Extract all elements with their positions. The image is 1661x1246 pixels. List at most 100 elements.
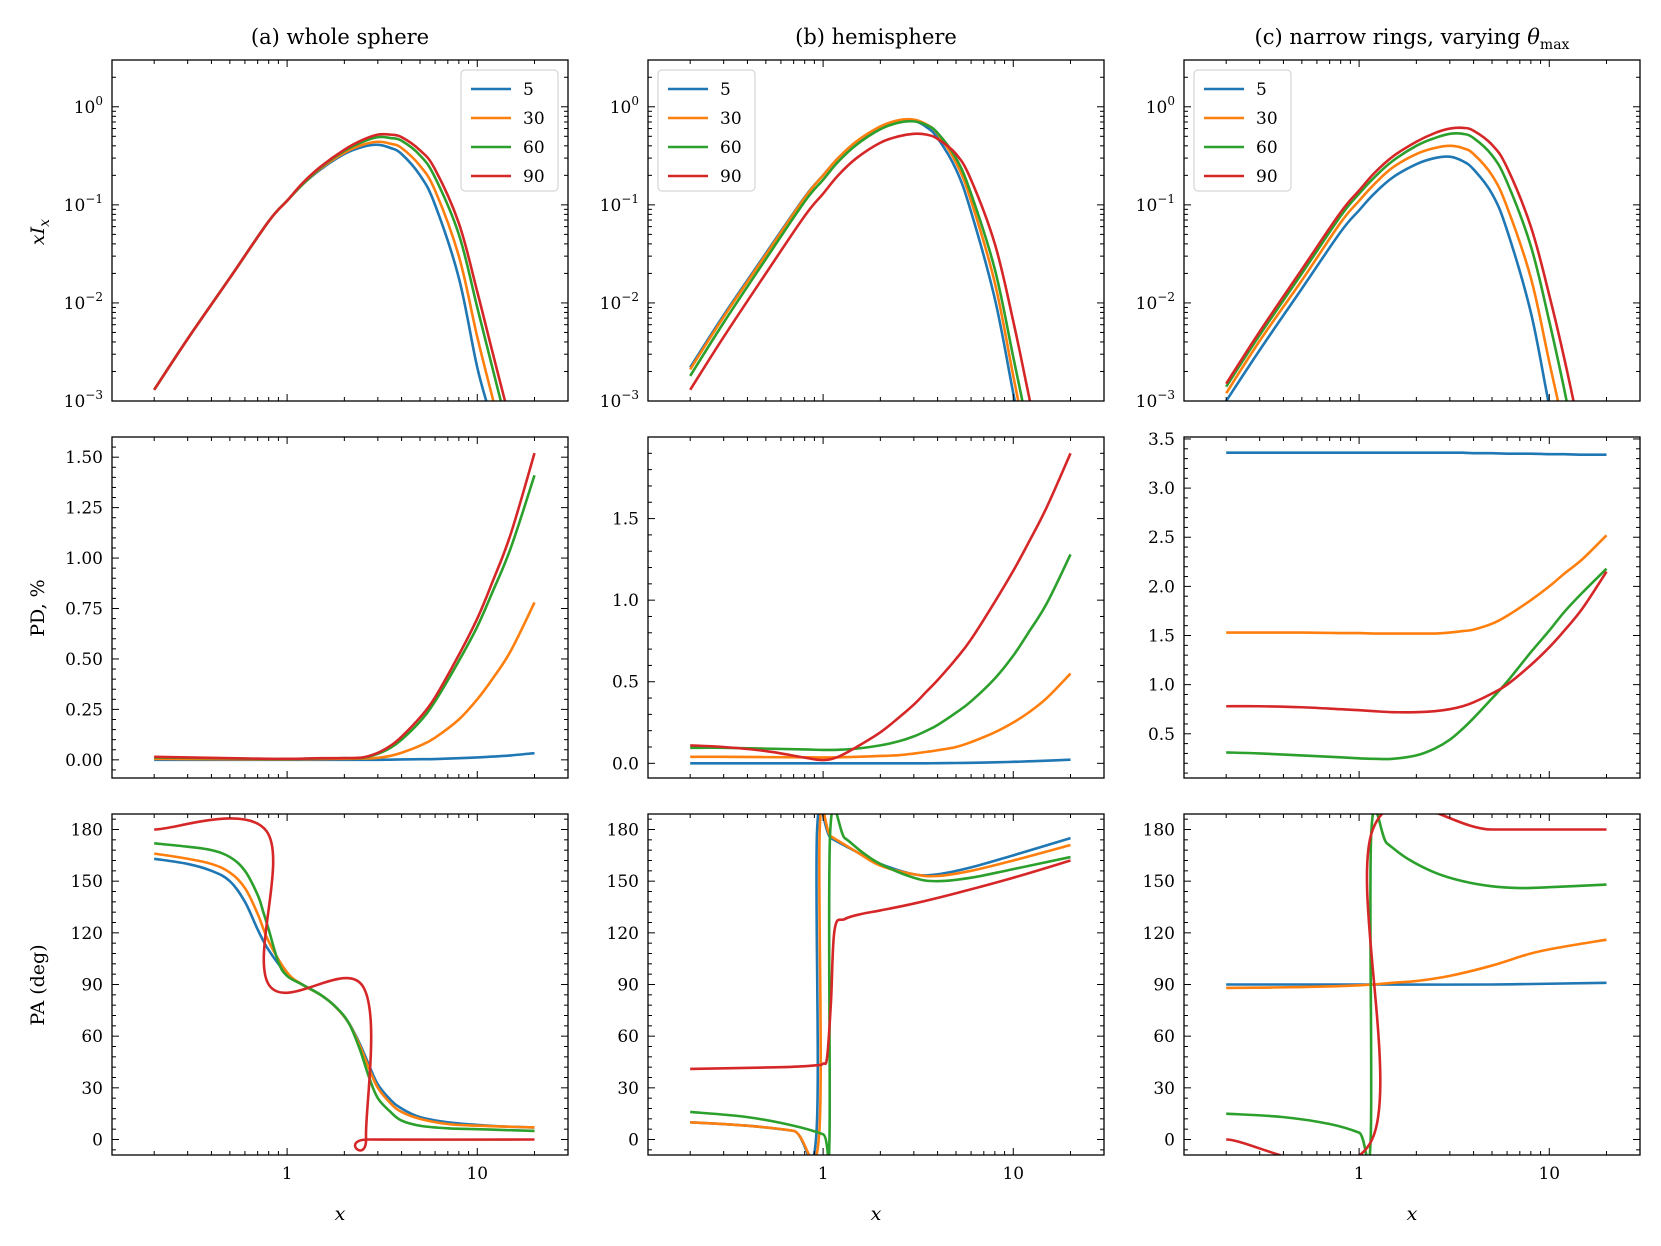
panel-pa-c-ytick-label-120: 120: [1143, 924, 1175, 944]
panel-pa-a-yticks: [112, 818, 568, 1151]
panel-spectrum-a-frame: [111, 59, 569, 402]
panel-pd-c: 0.5 1.0 1.5 2.0 2.5 3.0 3.5: [1148, 430, 1641, 779]
panel-spectrum-b-line-90: [689, 132, 1032, 401]
panel-pa-a-line-30: [153, 852, 535, 1129]
row-labels: xIx PD, % PA (deg): [27, 219, 53, 1026]
panel-pd-c-ytick-label-1.0: 1.0: [1148, 676, 1175, 696]
panel-pd-a-ytick-label-0.75: 0.75: [65, 600, 103, 620]
panel-pd-c-ytick-label-0.5: 0.5: [1148, 725, 1175, 745]
panel-spectrum-c-ytick-label-1e−3: 10−3: [1136, 388, 1175, 412]
panel-pa-c-ytick-label-60: 60: [1153, 1027, 1175, 1047]
panel-pa-c-ytick-label-30: 30: [1153, 1079, 1175, 1099]
panel-pa-b: 1 10 0 30 60 90 120 150 180: [607, 813, 1105, 1184]
panel-spectrum-a-legend-label-30: 30: [523, 109, 545, 129]
panel-pa-a-line-5: [153, 857, 535, 1129]
panel-pa-a-ytick-label-60: 60: [81, 1027, 103, 1047]
panel-pa-a-line-60: [154, 841, 535, 1133]
panel-pd-b-frame: [647, 436, 1105, 779]
panel-pa-c-xtick-label-10: 10: [1538, 1164, 1560, 1184]
column-title-b: (b) hemisphere: [795, 25, 957, 49]
panel-spectrum-a-legend-label-60: 60: [523, 138, 545, 158]
panel-pa-a-xticks: [153, 814, 569, 1155]
panel-spectrum-b-legend-label-5: 5: [720, 80, 731, 100]
panel-pd-a-ytick-label-0.00: 0.00: [65, 751, 103, 771]
panel-spectrum-b-legend: 5 30 60 90: [657, 69, 756, 192]
panel-pd-b-series: [690, 452, 1072, 765]
panel-pd-c-ytick-label-3.0: 3.0: [1148, 479, 1175, 499]
panel-pa-a-ytick-label-0: 0: [92, 1131, 103, 1151]
panel-pa-b-line-60: [690, 814, 1071, 1155]
panel-pa-c-yticks: [1184, 818, 1640, 1151]
panel-pa-a-ytick-label-150: 150: [71, 872, 103, 892]
panel-pd-a-yticks: [112, 436, 568, 771]
panel-pa-a-series: [153, 817, 535, 1152]
panel-spectrum-c-line-5: [1225, 155, 1550, 401]
panel-pa-a-line-90: [154, 817, 535, 1152]
panel-pd-c-frame: [1183, 436, 1641, 779]
panel-pd-c-yticks: [1184, 438, 1640, 774]
panel-pa-b-line-30: [690, 814, 1071, 1155]
panel-spectrum-c-legend-frame: [1193, 69, 1292, 192]
column-title-c: (c) narrow rings, varying θmax: [1255, 25, 1570, 53]
panel-pd-c-line-60: [1226, 567, 1608, 761]
panel-pd-c-ytick-label-2.5: 2.5: [1148, 528, 1175, 548]
panel-spectrum-b-ytick-label-1e−2: 10−2: [600, 290, 639, 314]
panel-spectrum-a-line-90: [153, 132, 507, 401]
panel-spectrum-b-line-5: [689, 118, 1017, 401]
panel-pd-a-ytick-label-1.00: 1.00: [65, 549, 103, 569]
panel-spectrum-a-xticks: [153, 60, 569, 401]
panel-pa-a-xtick-label-10: 10: [466, 1164, 488, 1184]
x-labels: x x x: [335, 1203, 1418, 1225]
panel-pd-c-ytick-label-3.5: 3.5: [1148, 430, 1175, 450]
panel-pd-c-line-5: [1226, 451, 1607, 457]
panel-pa-b-yticks: [648, 818, 1104, 1151]
panel-pa-c-ytick-label-180: 180: [1143, 821, 1175, 841]
panel-spectrum-a-yticks: [112, 59, 568, 402]
panel-pa-c-series: [1226, 814, 1607, 1155]
panel-spectrum-b-legend-label-90: 90: [720, 167, 742, 187]
panel-pd-c-ytick-label-1.5: 1.5: [1148, 627, 1175, 647]
panel-spectrum-c-ytick-label-1e0: 100: [1146, 94, 1175, 118]
panel-pa-a-xtick-label-1: 1: [282, 1164, 293, 1184]
panel-spectrum-c-legend-label-90: 90: [1256, 167, 1278, 187]
panel-pd-a-frame: [111, 436, 569, 779]
panel-spectrum-c-ytick-label-1e−1: 10−1: [1136, 192, 1175, 216]
panel-spectrum-b-legend-frame: [657, 69, 756, 192]
panel-spectrum-b-ytick-label-1e−1: 10−1: [600, 192, 639, 216]
panel-pd-b-line-5: [690, 758, 1071, 765]
ylabel-spectrum: xIx: [27, 219, 53, 245]
panel-spectrum-a-legend-label-90: 90: [523, 167, 545, 187]
panel-spectrum-a-ytick-label-1e−3: 10−3: [64, 388, 103, 412]
panel-spectrum-b-ytick-label-1e0: 100: [610, 94, 639, 118]
panel-pd-a: 0.00 0.25 0.50 0.75 1.00 1.25 1.50: [65, 436, 569, 779]
xlabel-c: x: [1407, 1203, 1418, 1225]
panel-pd-c-line-30: [1226, 534, 1608, 635]
panel-spectrum-b-series: [689, 117, 1032, 401]
panel-pd-b-ytick-label-1.5: 1.5: [612, 510, 639, 530]
panel-spectrum-b-legend-label-30: 30: [720, 109, 742, 129]
xlabel-a: x: [335, 1203, 346, 1225]
panel-pd-b: 0.0 0.5 1.0 1.5: [612, 436, 1105, 779]
panel-spectrum-c-series: [1225, 126, 1575, 401]
panel-pa-c-line-5: [1226, 981, 1607, 986]
panel-pa-a-ytick-label-180: 180: [71, 821, 103, 841]
panel-spectrum-c-line-60: [1225, 131, 1568, 401]
panel-pa-b-xticks: [689, 814, 1105, 1155]
panel-spectrum-a-ytick-label-1e−2: 10−2: [64, 290, 103, 314]
panel-pa-c-xtick-label-1: 1: [1354, 1164, 1365, 1184]
panel-pa-b-ytick-label-90: 90: [617, 976, 639, 996]
panel-pa-a-ytick-label-90: 90: [81, 976, 103, 996]
panel-pa-c-ytick-label-0: 0: [1164, 1131, 1175, 1151]
panel-pd-a-ytick-label-0.25: 0.25: [65, 700, 103, 720]
panel-spectrum-c-legend-label-60: 60: [1256, 138, 1278, 158]
panel-spectrum-b-frame: [647, 59, 1105, 402]
panel-spectrum-c-line-90: [1225, 126, 1575, 401]
panel-spectrum-c: 10−3 10−2 10−1 100 5 30 60 90: [1136, 59, 1641, 412]
panel-spectrum-b-legend-label-60: 60: [720, 138, 742, 158]
panel-pa-b-xtick-label-1: 1: [818, 1164, 829, 1184]
panel-spectrum-c-frame: [1183, 59, 1641, 402]
panel-spectrum-a-legend-frame: [460, 69, 559, 192]
panel-pd-b-yticks: [648, 436, 1104, 764]
panel-spectrum-a-ytick-label-1e−1: 10−1: [64, 192, 103, 216]
